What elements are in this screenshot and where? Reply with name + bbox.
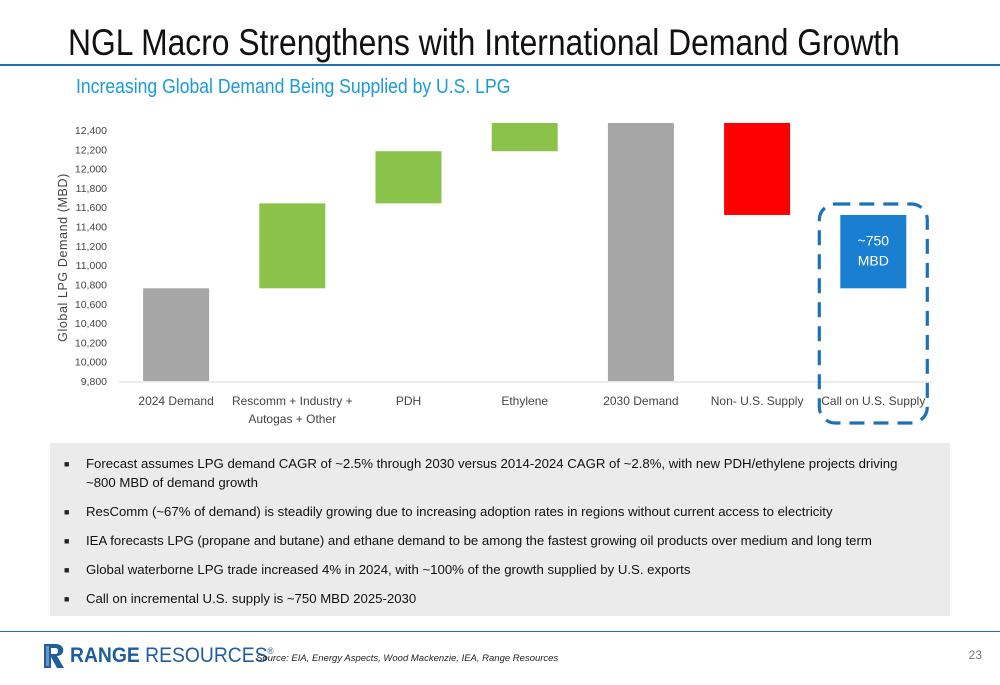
y-tick-label: 10,000 — [75, 357, 107, 369]
footer-divider — [0, 631, 1000, 632]
annotation-label: ~750 — [858, 233, 890, 249]
page-subtitle: Increasing Global Demand Being Supplied … — [76, 76, 511, 98]
company-logo: RANGE RESOURCES® — [42, 643, 291, 669]
note-text: Call on incremental U.S. supply is ~750 … — [86, 590, 417, 606]
bar-increase — [491, 123, 558, 152]
y-tick-label: 11,800 — [76, 183, 107, 195]
note-text: Global waterborne LPG trade increased 4%… — [86, 561, 691, 577]
y-tick-label: 10,200 — [75, 337, 107, 349]
note-item: ■ Call on incremental U.S. supply is ~75… — [64, 590, 930, 609]
range-r-logo-icon — [44, 644, 64, 668]
note-text: Forecast assumes LPG demand CAGR of ~2.5… — [86, 456, 898, 490]
y-tick-label: 10,400 — [75, 318, 107, 330]
note-item: ■ Global waterborne LPG trade increased … — [64, 561, 930, 580]
square-bullet-icon: ■ — [64, 535, 70, 546]
y-tick-label: 11,200 — [76, 241, 107, 253]
square-bullet-icon: ■ — [64, 593, 70, 604]
bar-total — [143, 288, 210, 381]
page-title: NGL Macro Strengthens with International… — [68, 22, 900, 63]
x-tick-label: Rescomm + Industry + Autogas + Other — [232, 394, 353, 426]
note-item: ■ Forecast assumes LPG demand CAGR of ~2… — [64, 455, 930, 492]
y-tick-label: 9,800 — [81, 376, 107, 388]
note-text: ResComm (~67% of demand) is steadily gro… — [86, 503, 833, 519]
x-tick-label: 2024 Demand — [138, 394, 213, 408]
title-divider — [0, 64, 1000, 66]
x-tick-label: 2030 Demand — [603, 394, 678, 408]
x-tick-label: PDH — [396, 394, 421, 408]
annotation-label: MBD — [858, 253, 889, 269]
page-number: 23 — [968, 648, 982, 662]
y-tick-label: 11,600 — [76, 202, 107, 214]
bar-highlight — [840, 214, 907, 289]
y-tick-label: 12,400 — [75, 125, 107, 137]
notes-panel: ■ Forecast assumes LPG demand CAGR of ~2… — [50, 443, 950, 616]
note-text: IEA forecasts LPG (propane and butane) a… — [86, 532, 872, 548]
y-tick-label: 12,200 — [75, 144, 107, 156]
source-note: Source: EIA, Energy Aspects, Wood Macken… — [256, 653, 559, 664]
x-tick-label: Ethylene — [501, 394, 548, 408]
note-item: ■ ResComm (~67% of demand) is steadily g… — [64, 503, 930, 522]
y-tick-label: 12,000 — [75, 164, 107, 176]
note-item: ■ IEA forecasts LPG (propane and butane)… — [64, 532, 930, 551]
waterfall-chart: 9,800 10,000 10,200 10,400 10,600 10,800 11,00… — [56, 123, 932, 426]
bar-increase — [375, 151, 442, 204]
y-tick-label: 11,400 — [76, 222, 107, 234]
y-tick-label: 11,000 — [76, 260, 107, 272]
company-name: RANGE RESOURCES® — [70, 644, 274, 667]
x-tick-label: Non- U.S. Supply — [711, 394, 804, 408]
square-bullet-icon: ■ — [64, 564, 70, 575]
bar-total — [607, 123, 674, 381]
y-axis-title: Global LPG Demand (MBD) — [56, 173, 70, 342]
bar-decrease — [724, 123, 791, 215]
square-bullet-icon: ■ — [64, 459, 70, 469]
y-tick-label: 10,800 — [75, 279, 107, 291]
bar-increase — [259, 203, 326, 289]
y-tick-label: 10,600 — [75, 299, 107, 311]
square-bullet-icon: ■ — [64, 506, 70, 517]
callout-dashed-box — [817, 202, 929, 425]
x-tick-label: Call on U.S. Supply — [821, 394, 925, 408]
